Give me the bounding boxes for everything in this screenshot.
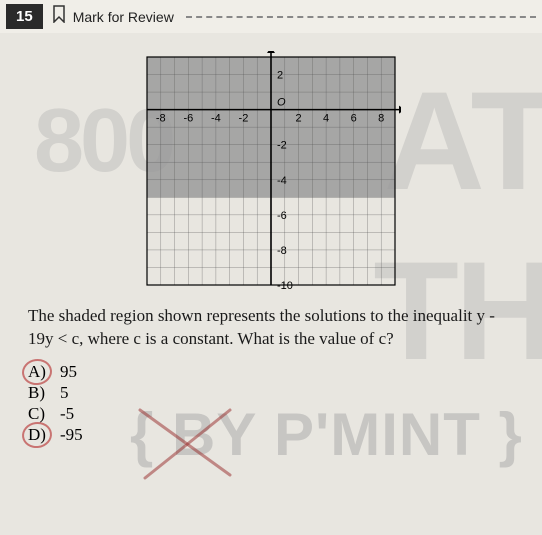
answer-choice-a[interactable]: A) 95: [28, 362, 514, 382]
question-number: 15: [6, 4, 43, 29]
svg-text:2: 2: [277, 70, 283, 82]
svg-text:8: 8: [378, 113, 384, 125]
choice-key: C): [28, 404, 54, 424]
svg-text:-4: -4: [277, 175, 287, 187]
answer-choice-d[interactable]: D) -95: [28, 425, 514, 445]
answer-choices: A) 95 B) 5 C) -5 D) -95: [0, 355, 542, 452]
svg-text:-6: -6: [277, 210, 287, 222]
choice-label: 5: [60, 383, 69, 403]
choice-label: -5: [60, 404, 74, 424]
svg-text:O: O: [277, 97, 286, 109]
choice-label: 95: [60, 362, 77, 382]
choice-key: D): [28, 425, 54, 445]
header-divider: [186, 16, 536, 18]
answer-choice-c[interactable]: C) -5: [28, 404, 514, 424]
bookmark-icon: [51, 5, 67, 28]
svg-text:-2: -2: [239, 113, 249, 125]
answer-choice-b[interactable]: B) 5: [28, 383, 514, 403]
svg-text:-6: -6: [183, 113, 193, 125]
question-header: 15 Mark for Review: [0, 0, 542, 33]
svg-text:-4: -4: [211, 113, 221, 125]
svg-text:4: 4: [323, 113, 329, 125]
svg-text:2: 2: [295, 113, 301, 125]
choice-key: B): [28, 383, 54, 403]
svg-text:-2: -2: [277, 140, 287, 152]
choice-key: A): [28, 362, 54, 382]
mark-for-review[interactable]: Mark for Review: [51, 5, 174, 28]
choice-label: -95: [60, 425, 83, 445]
svg-text:-10: -10: [277, 280, 293, 291]
svg-text:6: 6: [351, 113, 357, 125]
svg-text:-8: -8: [156, 113, 166, 125]
svg-text:-8: -8: [277, 245, 287, 257]
question-text: The shaded region shown represents the s…: [0, 291, 542, 355]
inequality-graph: -8-6-4-224682-2-4-6-8-10Oxy: [0, 51, 542, 291]
graph-svg: -8-6-4-224682-2-4-6-8-10Oxy: [141, 51, 401, 291]
mark-label: Mark for Review: [73, 9, 174, 25]
